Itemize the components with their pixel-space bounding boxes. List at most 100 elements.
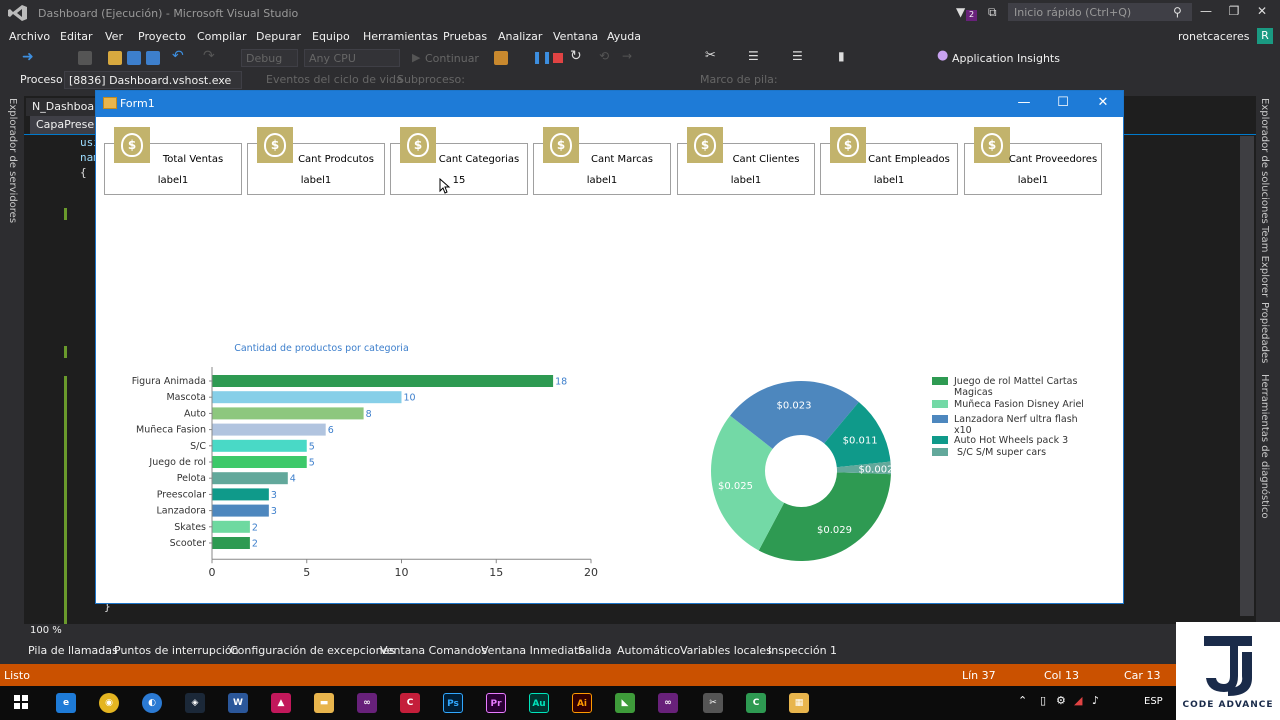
- undo-icon[interactable]: ↶: [172, 48, 184, 64]
- app-icon[interactable]: C: [400, 693, 420, 713]
- stop-icon[interactable]: [553, 53, 563, 63]
- properties-tab[interactable]: Propiedades: [1259, 302, 1270, 364]
- editor-scrollbar[interactable]: [1240, 136, 1254, 616]
- open-file-icon[interactable]: [108, 51, 122, 65]
- tab-call-stack[interactable]: Pila de llamadas: [28, 644, 118, 657]
- illustrator-icon[interactable]: Ai: [572, 693, 592, 713]
- tab-breakpoints[interactable]: Puntos de interrupción: [114, 644, 239, 657]
- continue-button[interactable]: Continuar: [425, 52, 479, 65]
- app-insights-button[interactable]: Application Insights: [952, 52, 1060, 65]
- tray-icon[interactable]: ⚙: [1056, 694, 1066, 707]
- menu-editar[interactable]: Editar: [60, 30, 93, 43]
- search-icon[interactable]: ⚲: [1173, 5, 1182, 19]
- browser-link-icon[interactable]: [494, 51, 508, 65]
- new-project-icon[interactable]: [78, 51, 92, 65]
- tray-icon[interactable]: ▯: [1040, 694, 1047, 707]
- form-taskbar-icon[interactable]: ▦: [789, 693, 809, 713]
- tab-autos[interactable]: Automático: [617, 644, 681, 657]
- solution-explorer-tab[interactable]: Explorador de soluciones: [1259, 98, 1270, 224]
- app-icon[interactable]: ◐: [142, 693, 162, 713]
- bookmark-icon[interactable]: ▮: [838, 49, 845, 63]
- app-icon[interactable]: C: [746, 693, 766, 713]
- tab-output[interactable]: Salida: [578, 644, 612, 657]
- notification-badge[interactable]: 2: [966, 10, 977, 21]
- team-explorer-tab[interactable]: Team Explorer: [1259, 226, 1270, 298]
- tools-icon[interactable]: ✂: [703, 693, 723, 713]
- form-minimize-button[interactable]: —: [1017, 95, 1031, 110]
- code-advance-logo: CODE ADVANCE: [1176, 622, 1280, 720]
- save-all-icon[interactable]: [146, 51, 160, 65]
- save-icon[interactable]: [127, 51, 141, 65]
- form1-window[interactable]: Form1 — ☐ ✕ $ Total Ventas label1 $ Cant…: [95, 90, 1124, 604]
- visual-studio-icon[interactable]: ∞: [357, 693, 377, 713]
- edge-icon[interactable]: e: [56, 693, 76, 713]
- form1-title-bar[interactable]: Form1 — ☐ ✕: [96, 91, 1123, 117]
- configuration-select[interactable]: Debug: [241, 49, 298, 67]
- tab-locals[interactable]: Variables locales: [680, 644, 772, 657]
- audition-icon[interactable]: Au: [529, 693, 549, 713]
- avatar[interactable]: R: [1257, 28, 1273, 44]
- maximize-button[interactable]: ❐: [1228, 4, 1240, 18]
- doc-tab-capapresentacion[interactable]: CapaPrese: [30, 116, 101, 134]
- form-icon: [103, 97, 117, 109]
- visual-studio-icon[interactable]: ∞: [658, 693, 678, 713]
- minimize-button[interactable]: —: [1200, 4, 1212, 18]
- continue-icon[interactable]: ▶: [412, 51, 421, 64]
- menu-analizar[interactable]: Analizar: [498, 30, 543, 43]
- language-indicator[interactable]: ESP: [1144, 696, 1163, 707]
- menu-herramientas[interactable]: Herramientas: [363, 30, 438, 43]
- close-button[interactable]: ✕: [1256, 4, 1268, 18]
- tab-command-window[interactable]: Ventana Comandos: [380, 644, 487, 657]
- restart-icon[interactable]: ↻: [570, 48, 582, 64]
- step-over-icon[interactable]: →: [622, 49, 633, 63]
- lifecycle-events[interactable]: Eventos del ciclo de vida: [266, 73, 403, 86]
- comment-icon[interactable]: ☰: [792, 49, 803, 63]
- app-icon[interactable]: ▲: [271, 693, 291, 713]
- word-icon[interactable]: W: [228, 693, 248, 713]
- form-maximize-button[interactable]: ☐: [1057, 95, 1069, 110]
- zoom-level[interactable]: 100 %: [30, 625, 62, 636]
- menu-archivo[interactable]: Archivo: [9, 30, 51, 43]
- process-select[interactable]: [8836] Dashboard.vshost.exe: [64, 71, 242, 89]
- app-icon[interactable]: ◣: [615, 693, 635, 713]
- pause-icon[interactable]: ❚❚: [532, 50, 553, 64]
- tab-exception-settings[interactable]: Configuración de excepciones: [230, 644, 396, 657]
- menu-depurar[interactable]: Depurar: [256, 30, 301, 43]
- photoshop-icon[interactable]: Ps: [443, 693, 463, 713]
- menu-ver[interactable]: Ver: [105, 30, 123, 43]
- server-explorer-tab[interactable]: Explorador de servidores: [7, 98, 18, 224]
- platform-select[interactable]: Any CPU: [304, 49, 400, 67]
- pie-slice: [836, 461, 891, 475]
- back-icon[interactable]: ➜: [22, 49, 34, 65]
- volume-icon[interactable]: ♪: [1092, 694, 1100, 707]
- breakpoints-icon[interactable]: ✂: [705, 48, 716, 63]
- quick-launch-input[interactable]: Inicio rápido (Ctrl+Q): [1008, 3, 1192, 21]
- filter-icon[interactable]: ▼: [956, 5, 966, 19]
- form-close-button[interactable]: ✕: [1097, 95, 1109, 110]
- network-icon[interactable]: ◢: [1074, 694, 1083, 707]
- card-label: Cant Proveedores: [1008, 154, 1098, 165]
- chrome-icon[interactable]: ◉: [99, 693, 119, 713]
- file-explorer-icon[interactable]: ▬: [314, 693, 334, 713]
- menu-ventana[interactable]: Ventana: [553, 30, 599, 43]
- feedback-icon[interactable]: ⧉: [988, 5, 997, 19]
- card-cant-clientes: $ Cant Clientes label1: [677, 127, 815, 195]
- redo-icon[interactable]: ↷: [203, 48, 215, 64]
- menu-compilar[interactable]: Compilar: [197, 30, 247, 43]
- menu-equipo[interactable]: Equipo: [312, 30, 350, 43]
- menu-proyecto[interactable]: Proyecto: [138, 30, 186, 43]
- premiere-icon[interactable]: Pr: [486, 693, 506, 713]
- tray-chevron-icon[interactable]: ⌃: [1018, 694, 1028, 707]
- format-icon[interactable]: ☰: [748, 49, 759, 63]
- menu-ayuda[interactable]: Ayuda: [607, 30, 641, 43]
- data-label: 8: [366, 409, 372, 420]
- diagnostic-tools-tab[interactable]: Herramientas de diagnóstico: [1259, 374, 1270, 519]
- windows-start-icon[interactable]: [14, 695, 28, 709]
- show-next-statement-icon[interactable]: ⟲: [599, 49, 610, 63]
- menu-pruebas[interactable]: Pruebas: [443, 30, 488, 43]
- tab-immediate-window[interactable]: Ventana Inmediato: [481, 644, 586, 657]
- tab-watch-1[interactable]: Inspección 1: [768, 644, 838, 657]
- doc-tab-n-dashboard[interactable]: N_Dashboard: [26, 98, 112, 116]
- user-name[interactable]: ronetcaceres: [1178, 30, 1250, 43]
- steam-icon[interactable]: ◈: [185, 693, 205, 713]
